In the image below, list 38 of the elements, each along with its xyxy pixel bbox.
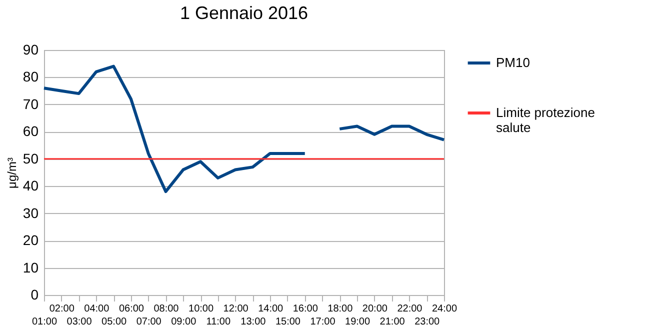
x-tick-label: 11:00 <box>206 316 231 328</box>
x-tick-label: 10:00 <box>188 304 214 314</box>
x-tick-label: 13:00 <box>240 316 266 328</box>
x-tick-label: 16:00 <box>292 304 318 314</box>
y-axis-title: μg/m³ <box>4 158 19 188</box>
y-tick-label: 90 <box>22 42 39 58</box>
y-tick-label: 40 <box>22 178 39 194</box>
chart-title: 1 Gennaio 2016 <box>180 3 308 23</box>
y-tick-label: 10 <box>22 259 39 276</box>
x-tick-label: 01:00 <box>32 316 58 328</box>
y-tick-label: 60 <box>22 123 39 140</box>
x-tick-label: 09:00 <box>171 316 197 328</box>
x-tick-label: 20:00 <box>362 304 388 314</box>
x-tick-label: 15:00 <box>275 316 301 328</box>
y-tick-label: 20 <box>22 232 39 248</box>
legend-label: PM10 <box>496 55 530 70</box>
x-tick-label: 08:00 <box>154 304 180 314</box>
x-tick-label: 07:00 <box>136 316 162 328</box>
x-tick-label: 06:00 <box>118 304 144 314</box>
y-tick-label: 50 <box>22 150 39 166</box>
x-tick-label: 19:00 <box>345 316 370 328</box>
y-tick-label: 0 <box>30 286 39 302</box>
y-tick-label: 70 <box>22 96 39 112</box>
x-tick-label: 23:00 <box>414 316 440 328</box>
y-tick-label: 80 <box>22 68 39 85</box>
x-tick-label: 21:00 <box>380 316 406 328</box>
x-tick-label: 03:00 <box>66 316 92 328</box>
y-tick-label: 30 <box>22 204 39 221</box>
x-tick-label: 04:00 <box>84 304 110 314</box>
x-tick-label: 02:00 <box>49 304 75 314</box>
x-tick-label: 24:00 <box>432 304 458 314</box>
x-tick-label: 14:00 <box>258 304 284 314</box>
x-tick-label: 18:00 <box>328 304 354 314</box>
x-tick-label: 05:00 <box>102 316 128 328</box>
legend-label: Limite protezione salute <box>496 105 595 135</box>
x-tick-label: 17:00 <box>310 316 336 328</box>
x-tick-label: 12:00 <box>223 304 249 314</box>
x-tick-label: 22:00 <box>397 304 423 314</box>
